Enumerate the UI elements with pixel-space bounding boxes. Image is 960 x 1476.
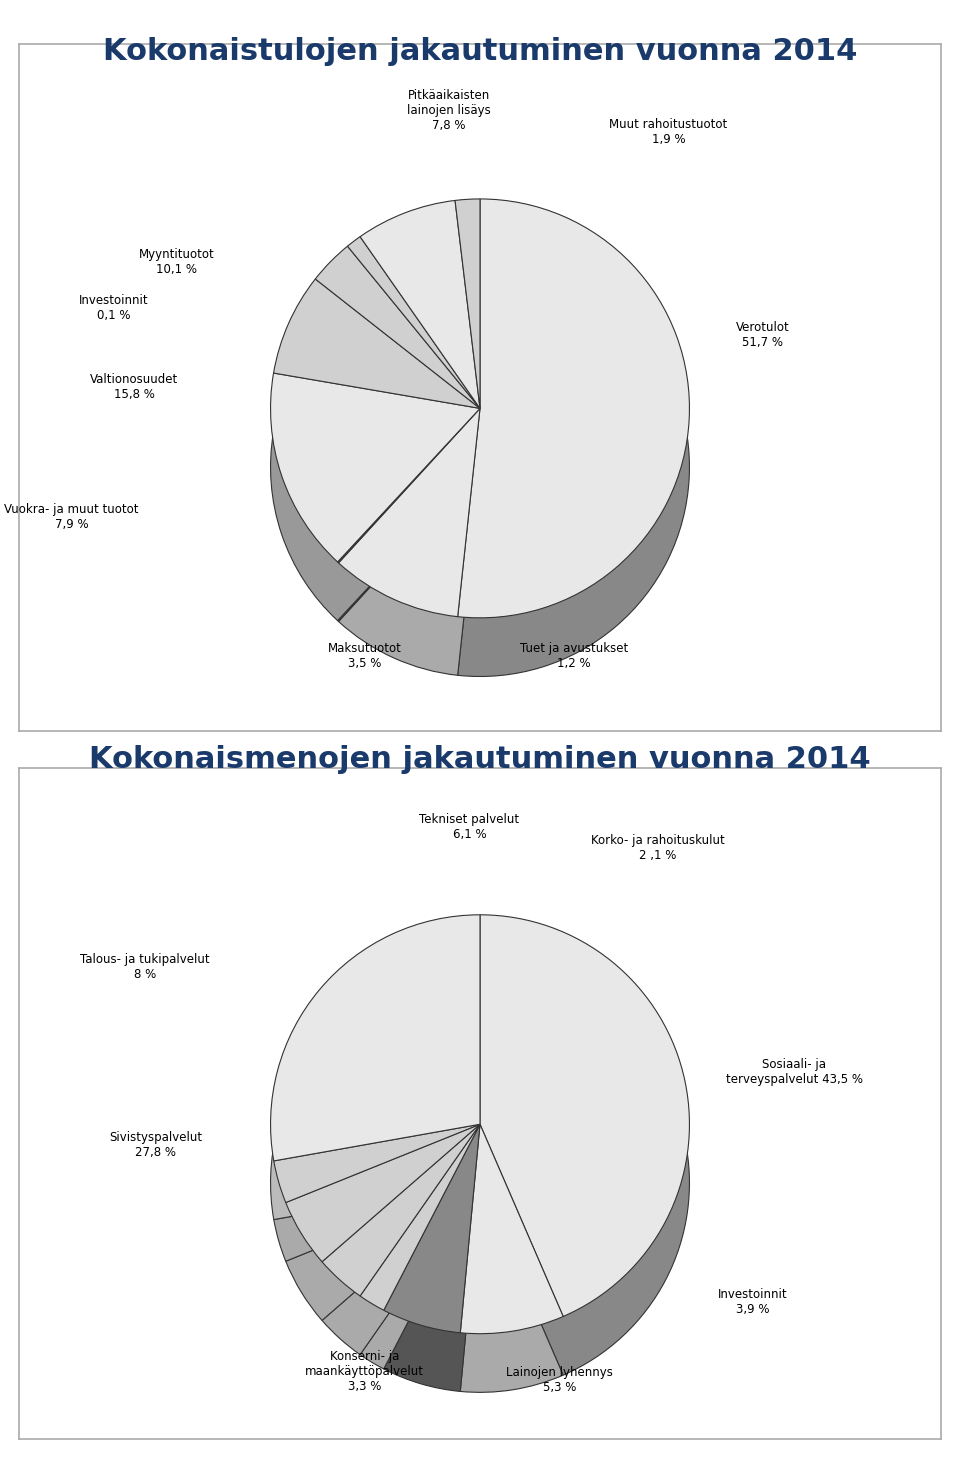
- Wedge shape: [458, 258, 689, 676]
- Text: Kokonaistulojen jakautuminen vuonna 2014: Kokonaistulojen jakautuminen vuonna 2014: [103, 37, 857, 66]
- Text: Vuokra- ja muut tuotot
7,9 %: Vuokra- ja muut tuotot 7,9 %: [4, 503, 139, 531]
- Wedge shape: [360, 201, 480, 409]
- Wedge shape: [274, 279, 480, 409]
- Wedge shape: [348, 236, 480, 409]
- Wedge shape: [315, 246, 480, 409]
- Wedge shape: [315, 306, 480, 466]
- Text: Tekniset palvelut
6,1 %: Tekniset palvelut 6,1 %: [420, 813, 519, 841]
- Wedge shape: [384, 1182, 480, 1392]
- Text: Myyntituotot
10,1 %: Myyntituotot 10,1 %: [138, 248, 214, 276]
- Text: Pitkäaikaisten
lainojen lisäys
7,8 %: Pitkäaikaisten lainojen lisäys 7,8 %: [407, 90, 491, 133]
- Wedge shape: [286, 1125, 480, 1262]
- Text: Maksutuotot
3,5 %: Maksutuotot 3,5 %: [328, 642, 401, 670]
- Wedge shape: [274, 338, 480, 466]
- Wedge shape: [338, 409, 480, 562]
- Wedge shape: [339, 466, 480, 676]
- Wedge shape: [271, 974, 480, 1219]
- Wedge shape: [274, 1125, 480, 1203]
- Text: Tuet ja avustukset
1,2 %: Tuet ja avustukset 1,2 %: [520, 642, 629, 670]
- Wedge shape: [286, 1182, 480, 1321]
- Wedge shape: [480, 915, 689, 1317]
- Text: Sivistyspalvelut
27,8 %: Sivistyspalvelut 27,8 %: [108, 1131, 202, 1159]
- Text: Korko- ja rahoituskulut
2 ,1 %: Korko- ja rahoituskulut 2 ,1 %: [591, 834, 725, 862]
- Wedge shape: [360, 1125, 480, 1311]
- Wedge shape: [460, 1125, 564, 1334]
- Wedge shape: [322, 1125, 480, 1296]
- Text: Kokonaismenojen jakautuminen vuonna 2014: Kokonaismenojen jakautuminen vuonna 2014: [89, 745, 871, 775]
- Wedge shape: [339, 409, 480, 617]
- Wedge shape: [360, 1182, 480, 1368]
- Wedge shape: [360, 260, 480, 466]
- Text: Investoinnit
3,9 %: Investoinnit 3,9 %: [717, 1289, 787, 1317]
- Text: Muut rahoitustuotot
1,9 %: Muut rahoitustuotot 1,9 %: [610, 118, 728, 146]
- Text: Valtionosuudet
15,8 %: Valtionosuudet 15,8 %: [90, 373, 179, 401]
- Wedge shape: [458, 199, 689, 618]
- Wedge shape: [460, 1182, 564, 1392]
- Wedge shape: [271, 431, 480, 620]
- Wedge shape: [384, 1125, 480, 1333]
- Wedge shape: [271, 915, 480, 1162]
- Text: Sosiaali- ja
terveyspalvelut 43,5 %: Sosiaali- ja terveyspalvelut 43,5 %: [726, 1058, 863, 1086]
- Wedge shape: [480, 974, 689, 1376]
- Wedge shape: [348, 295, 480, 466]
- Wedge shape: [455, 199, 480, 409]
- Text: Lainojen lyhennys
5,3 %: Lainojen lyhennys 5,3 %: [506, 1365, 613, 1393]
- Text: Talous- ja tukipalvelut
8 %: Talous- ja tukipalvelut 8 %: [80, 953, 209, 982]
- Wedge shape: [338, 466, 480, 621]
- Wedge shape: [274, 1182, 480, 1261]
- Text: Konserni- ja
maankäyttöpalvelut
3,3 %: Konserni- ja maankäyttöpalvelut 3,3 %: [305, 1351, 424, 1393]
- Wedge shape: [322, 1182, 480, 1355]
- Wedge shape: [271, 373, 480, 562]
- Text: Investoinnit
0,1 %: Investoinnit 0,1 %: [79, 294, 148, 322]
- Text: Verotulot
51,7 %: Verotulot 51,7 %: [736, 322, 790, 350]
- Wedge shape: [455, 258, 480, 466]
